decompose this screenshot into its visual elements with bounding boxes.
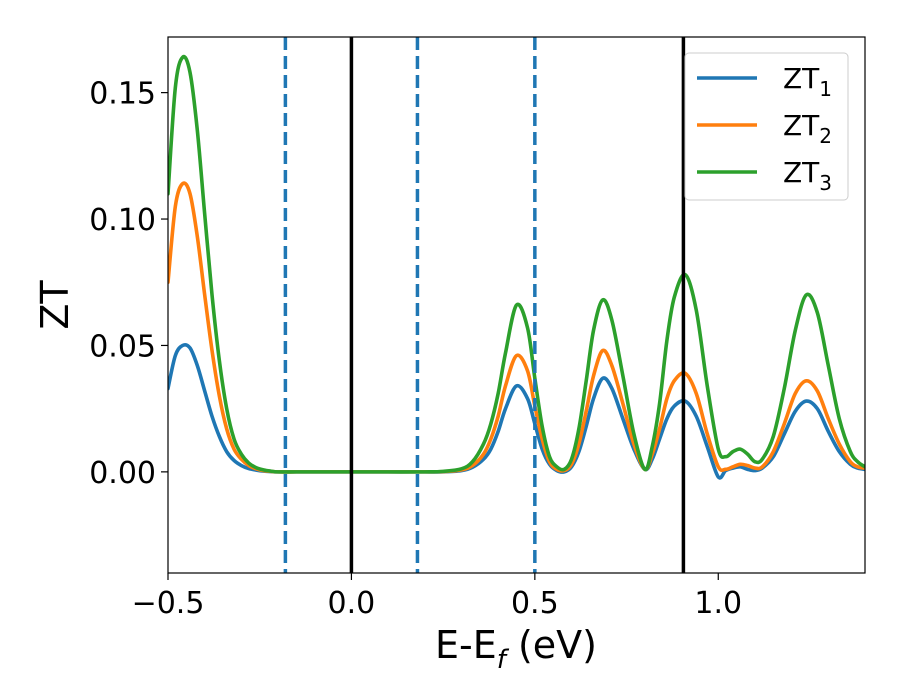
series-line-zt2 <box>168 181 865 474</box>
series-line-zt1 <box>168 343 865 480</box>
x-axis-label-main: E-E <box>435 623 497 667</box>
y-axis-label: ZT <box>33 280 77 330</box>
plot-area <box>168 37 865 573</box>
x-axis-label-unit: (eV) <box>506 623 597 667</box>
y-tick-label: 0.10 <box>89 203 156 238</box>
y-tick-label: 0.05 <box>89 329 156 364</box>
y-tick-label: 0.15 <box>89 77 156 112</box>
legend-label-zt3: ZT3 <box>783 156 832 195</box>
x-tick-label: 1.0 <box>694 586 742 621</box>
x-axis-label: E-Ef (eV) <box>435 623 597 675</box>
x-tick-label: 0.0 <box>328 586 376 621</box>
legend-box <box>684 52 849 201</box>
legend-label-zt2: ZT2 <box>783 109 832 148</box>
legend-label-zt1: ZT1 <box>783 62 832 101</box>
y-axis: 0.00 0.05 0.10 0.15 <box>89 77 168 491</box>
x-tick-label: 0.5 <box>511 586 559 621</box>
x-axis: −0.5 0.0 0.5 1.0 <box>132 573 742 621</box>
legend: ZT1 ZT2 ZT3 <box>684 52 849 201</box>
series-line-zt3 <box>168 54 865 474</box>
x-tick-label: −0.5 <box>132 586 205 621</box>
y-tick-label: 0.00 <box>89 456 156 491</box>
plot-frame <box>167 36 866 574</box>
